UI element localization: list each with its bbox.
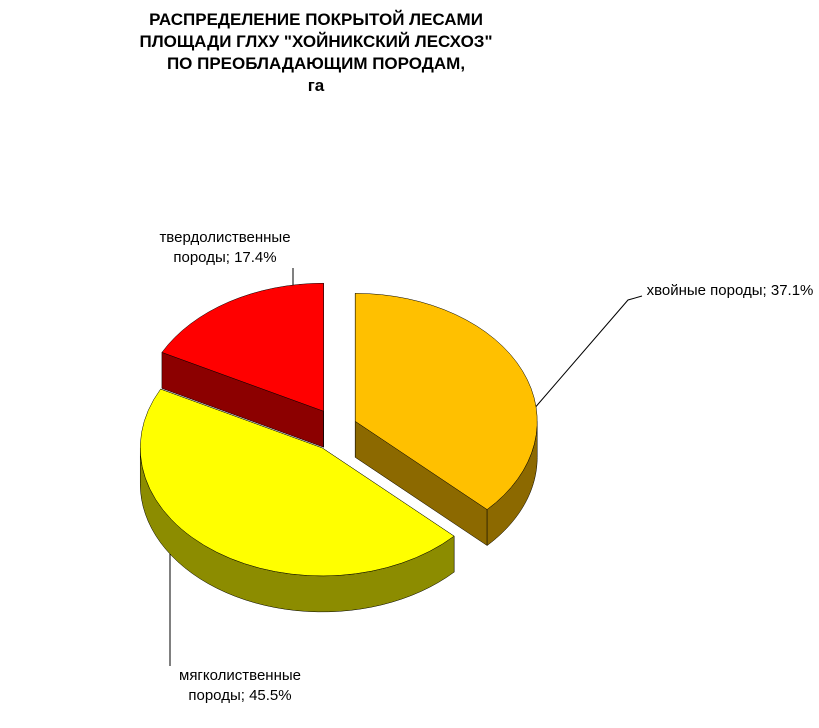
title-line: га [307, 76, 325, 95]
data-label: хвойные породы; 37.1% [646, 282, 814, 299]
chart-title: РАСПРЕДЕЛЕНИЕ ПОКРЫТОЙ ЛЕСАМИ ПЛОЩАДИ ГЛХ… [66, 9, 566, 97]
pie [139, 282, 538, 613]
slice-side-shade [161, 352, 324, 448]
slice-side-shade [140, 447, 455, 612]
data-label: мягколиственные породы; 45.5% [179, 667, 301, 704]
slice-side-shade [355, 421, 488, 546]
slice [139, 388, 455, 577]
title-line: ПО ПРЕОБЛАДАЮЩИМ ПОРОДАМ, [166, 54, 466, 73]
slice-side-shade [487, 421, 538, 546]
slice [161, 282, 324, 412]
title-line: РАСПРЕДЕЛЕНИЕ ПОКРЫТОЙ ЛЕСАМИ [149, 10, 483, 29]
leader-line [532, 295, 643, 411]
slice [354, 293, 538, 510]
title-line: ПЛОЩАДИ ГЛХУ "ХОЙНИКСКИЙ ЛЕСХОЗ" [139, 32, 493, 51]
data-label: твердолиственные породы; 17.4% [159, 229, 291, 266]
